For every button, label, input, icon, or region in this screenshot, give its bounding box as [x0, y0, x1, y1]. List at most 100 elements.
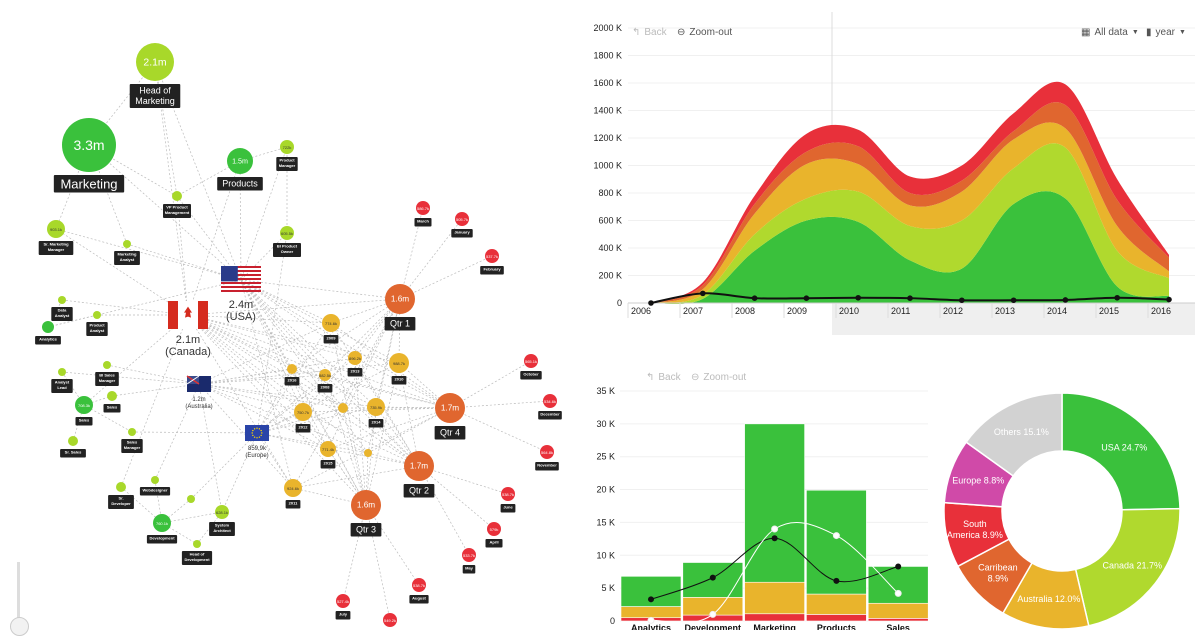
range-dropdown[interactable]: ▦ All data ▼: [1081, 27, 1139, 38]
node-circle[interactable]: [462, 548, 476, 562]
bar-green[interactable]: [620, 576, 682, 607]
bar-green[interactable]: [744, 423, 805, 583]
bar-yellow[interactable]: [867, 602, 929, 619]
line-point[interactable]: [894, 589, 902, 597]
network-node-july[interactable]: 527.4k July: [335, 594, 351, 620]
network-node-devsmall[interactable]: [187, 495, 195, 503]
network-node-products[interactable]: 1.5m Products: [217, 148, 263, 191]
network-node-y2010[interactable]: 988.7k 2010: [389, 353, 409, 385]
node-circle[interactable]: [338, 403, 348, 413]
donut-slice[interactable]: [943, 441, 1015, 508]
line-point[interactable]: [1114, 294, 1120, 301]
period-dropdown[interactable]: ▮ year ▼: [1146, 27, 1186, 38]
node-circle[interactable]: [227, 148, 253, 174]
node-circle[interactable]: [215, 505, 229, 519]
network-node-august[interactable]: 538.7k August: [409, 578, 429, 604]
line-point[interactable]: [647, 616, 655, 624]
zoom-slider[interactable]: [10, 562, 29, 636]
line-point[interactable]: [771, 535, 778, 542]
bar-red[interactable]: [682, 614, 744, 622]
donut-slice[interactable]: [943, 501, 1011, 568]
network-node-qtr3[interactable]: 1.6m Qtr 3: [350, 490, 382, 537]
node-circle[interactable]: [319, 369, 331, 381]
node-circle[interactable]: [389, 353, 409, 373]
bar-red[interactable]: [744, 613, 805, 622]
node-circle[interactable]: [136, 43, 174, 81]
country-node-canada[interactable]: 2.1m(Canada): [165, 301, 211, 358]
network-node-developer[interactable]: Sr.Developer: [108, 482, 134, 509]
network-node-y2016[interactable]: 2016: [284, 364, 300, 386]
network-node-march[interactable]: 586.7k March: [414, 201, 432, 227]
network-node-y2012[interactable]: 750.7k 2012: [294, 403, 312, 433]
network-node-may[interactable]: 533.7k May: [462, 548, 476, 574]
node-circle[interactable]: [336, 594, 350, 608]
line-point[interactable]: [751, 295, 758, 301]
network-node-qtr2[interactable]: 1.7m Qtr 2: [403, 451, 435, 498]
network-node-june[interactable]: 538.7k June: [500, 487, 516, 513]
line-point[interactable]: [709, 574, 716, 581]
line-point[interactable]: [1010, 297, 1017, 304]
bar-green[interactable]: [806, 489, 867, 595]
network-node-qtr4[interactable]: 1.7m Qtr 4: [434, 393, 466, 440]
bar-red[interactable]: [620, 617, 682, 622]
node-circle[interactable]: [364, 449, 372, 457]
network-node-srsales[interactable]: Sr. Sales: [60, 436, 86, 458]
node-circle[interactable]: [42, 321, 54, 333]
network-node-y2008[interactable]: 882.5k 2008: [317, 369, 333, 393]
node-circle[interactable]: [540, 445, 554, 459]
network-node-sales2[interactable]: Sales: [103, 391, 121, 413]
bar-yellow[interactable]: [620, 606, 682, 619]
network-node-february[interactable]: 537.7k February: [480, 249, 504, 275]
node-circle[interactable]: [103, 361, 111, 369]
network-node-october[interactable]: 565.1k October: [520, 354, 542, 380]
network-node-marketing[interactable]: 3.3m Marketing: [53, 118, 125, 193]
node-circle[interactable]: [412, 578, 426, 592]
node-circle[interactable]: [93, 311, 101, 319]
line-point[interactable]: [803, 295, 810, 301]
donut-slice[interactable]: [1074, 507, 1181, 627]
node-circle[interactable]: [543, 394, 557, 408]
node-circle[interactable]: [367, 398, 385, 416]
bar-yellow[interactable]: [806, 593, 867, 615]
node-circle[interactable]: [287, 364, 297, 374]
network-node-y2011[interactable]: 924.6k 2011: [284, 479, 302, 509]
country-node-europe[interactable]: 859.9k(Europe): [245, 425, 269, 459]
network-node-november[interactable]: 564.8k November: [535, 445, 559, 471]
donut-slice[interactable]: [1001, 561, 1090, 630]
network-node-january[interactable]: 505.7k January: [451, 212, 473, 238]
node-circle[interactable]: [284, 479, 302, 497]
network-node-qtr1[interactable]: 1.6m Qtr 1: [384, 284, 416, 331]
node-circle[interactable]: [68, 436, 78, 446]
network-node-analytics[interactable]: Analytics: [35, 321, 61, 345]
node-circle[interactable]: [62, 118, 116, 172]
line-point[interactable]: [895, 563, 902, 570]
range-selector-shade[interactable]: [832, 303, 1195, 335]
node-circle[interactable]: [385, 284, 415, 314]
node-circle[interactable]: [58, 296, 66, 304]
network-node-webdev[interactable]: Webdesigner: [139, 476, 171, 496]
country-node-australia[interactable]: 1.2m(Australia): [185, 375, 213, 410]
area-back-button[interactable]: ↰ Back: [632, 27, 667, 38]
network-node-sales[interactable]: 708.3k Sales: [75, 396, 93, 426]
line-point[interactable]: [709, 610, 717, 618]
node-circle[interactable]: [153, 514, 171, 532]
line-point[interactable]: [959, 297, 965, 304]
node-circle[interactable]: [75, 396, 93, 414]
node-circle[interactable]: [294, 403, 312, 421]
network-node-y2013[interactable]: 896.2k 2013: [347, 351, 363, 377]
node-circle[interactable]: [501, 487, 515, 501]
node-circle[interactable]: [320, 441, 336, 457]
node-circle[interactable]: [487, 522, 501, 536]
bar-green[interactable]: [867, 566, 929, 604]
node-circle[interactable]: [351, 490, 381, 520]
bar-red[interactable]: [867, 618, 929, 622]
